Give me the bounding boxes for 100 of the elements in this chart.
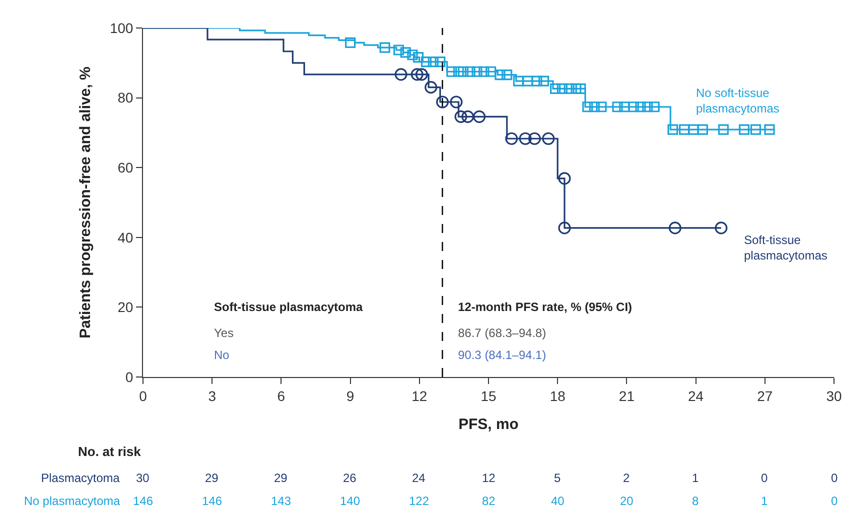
annotation: Soft-tissue plasmacytoma	[214, 300, 364, 314]
y-tick-label: 0	[125, 368, 134, 385]
y-tick-label: 100	[110, 20, 134, 36]
x-tick-label: 21	[618, 388, 635, 404]
x-tick-label: 9	[346, 388, 354, 404]
x-tick-label: 24	[688, 388, 704, 404]
annotation: 12-month PFS rate, % (95% CI)	[458, 300, 632, 314]
text: 20	[620, 494, 634, 508]
point	[450, 96, 463, 108]
point	[678, 124, 690, 135]
point	[400, 47, 411, 58]
point	[619, 102, 630, 112]
text: 8	[692, 494, 699, 508]
y-axis-title: Patients progression-free and alive, %	[77, 66, 94, 338]
text: 0	[761, 471, 768, 485]
point	[505, 132, 518, 145]
point	[589, 102, 600, 112]
series-label: Soft-tissue plasmacytomas	[744, 233, 828, 263]
y-tick-label: 40	[118, 229, 134, 246]
point	[424, 81, 438, 94]
annotation: No	[214, 348, 230, 362]
point	[718, 124, 729, 135]
point	[649, 102, 660, 112]
y-tick-label: 60	[118, 160, 134, 176]
x-tick-label: 27	[757, 388, 773, 404]
point	[434, 56, 446, 68]
point	[458, 66, 468, 77]
point	[380, 42, 390, 53]
point	[542, 132, 555, 145]
point	[628, 102, 639, 112]
point	[393, 44, 404, 56]
text: No. at risk	[78, 444, 142, 459]
x-axis-title: PFS, mo	[458, 416, 519, 433]
point	[668, 222, 682, 234]
text: 122	[409, 494, 430, 508]
point	[642, 102, 653, 112]
x-tick-label: 30	[826, 388, 842, 404]
point	[764, 124, 775, 135]
point	[345, 37, 356, 48]
point	[714, 222, 728, 234]
point	[528, 132, 541, 145]
point	[502, 69, 512, 80]
point	[738, 124, 750, 135]
text: 0	[831, 471, 838, 485]
x-tick-label: 12	[412, 388, 428, 404]
text: 82	[482, 494, 496, 508]
point	[421, 56, 432, 68]
x-tick-label: 18	[550, 388, 566, 404]
x-tick-label: 15	[480, 388, 496, 404]
point	[556, 83, 568, 94]
text: 29	[274, 471, 288, 485]
text: 26	[343, 471, 357, 485]
text: 0	[831, 494, 838, 508]
point	[538, 76, 550, 86]
point	[564, 83, 574, 94]
text: 30	[136, 471, 150, 485]
text: 24	[412, 471, 426, 485]
text: No plasmacytoma	[24, 494, 120, 508]
point	[532, 76, 542, 86]
point	[472, 66, 482, 77]
text: 12	[482, 471, 496, 485]
point	[513, 76, 524, 86]
point	[446, 66, 457, 77]
point	[750, 124, 761, 135]
point	[522, 76, 533, 86]
text: 146	[202, 494, 222, 508]
point	[410, 68, 424, 81]
point	[464, 66, 476, 77]
text: 146	[133, 494, 154, 508]
point	[635, 102, 646, 112]
text: 2	[623, 471, 630, 485]
point	[461, 110, 474, 123]
point	[472, 110, 486, 123]
point	[412, 52, 424, 63]
point	[519, 132, 532, 145]
point	[582, 102, 593, 112]
text: 5	[554, 471, 561, 485]
point	[667, 124, 678, 135]
text: 40	[551, 494, 565, 508]
text: Plasmacytoma	[41, 471, 120, 485]
series-label: No soft-tissue plasmacytomas	[696, 86, 780, 116]
annotation: 90.3 (84.1–94.1)	[458, 348, 546, 362]
point	[550, 83, 561, 94]
point	[407, 50, 418, 60]
point	[558, 172, 571, 185]
text: 29	[205, 471, 219, 485]
point	[415, 68, 428, 81]
point	[596, 102, 607, 112]
point	[494, 69, 506, 80]
x-tick-label: 0	[139, 388, 148, 404]
point	[428, 56, 439, 68]
text: 1	[692, 471, 699, 485]
point	[612, 102, 623, 112]
annotation: 86.7 (68.3–94.8)	[458, 326, 546, 340]
x-tick-label: 3	[208, 388, 216, 404]
point	[394, 68, 408, 81]
point	[558, 222, 571, 234]
y-tick-label: 20	[118, 299, 134, 316]
point	[436, 96, 449, 108]
point	[697, 124, 708, 135]
